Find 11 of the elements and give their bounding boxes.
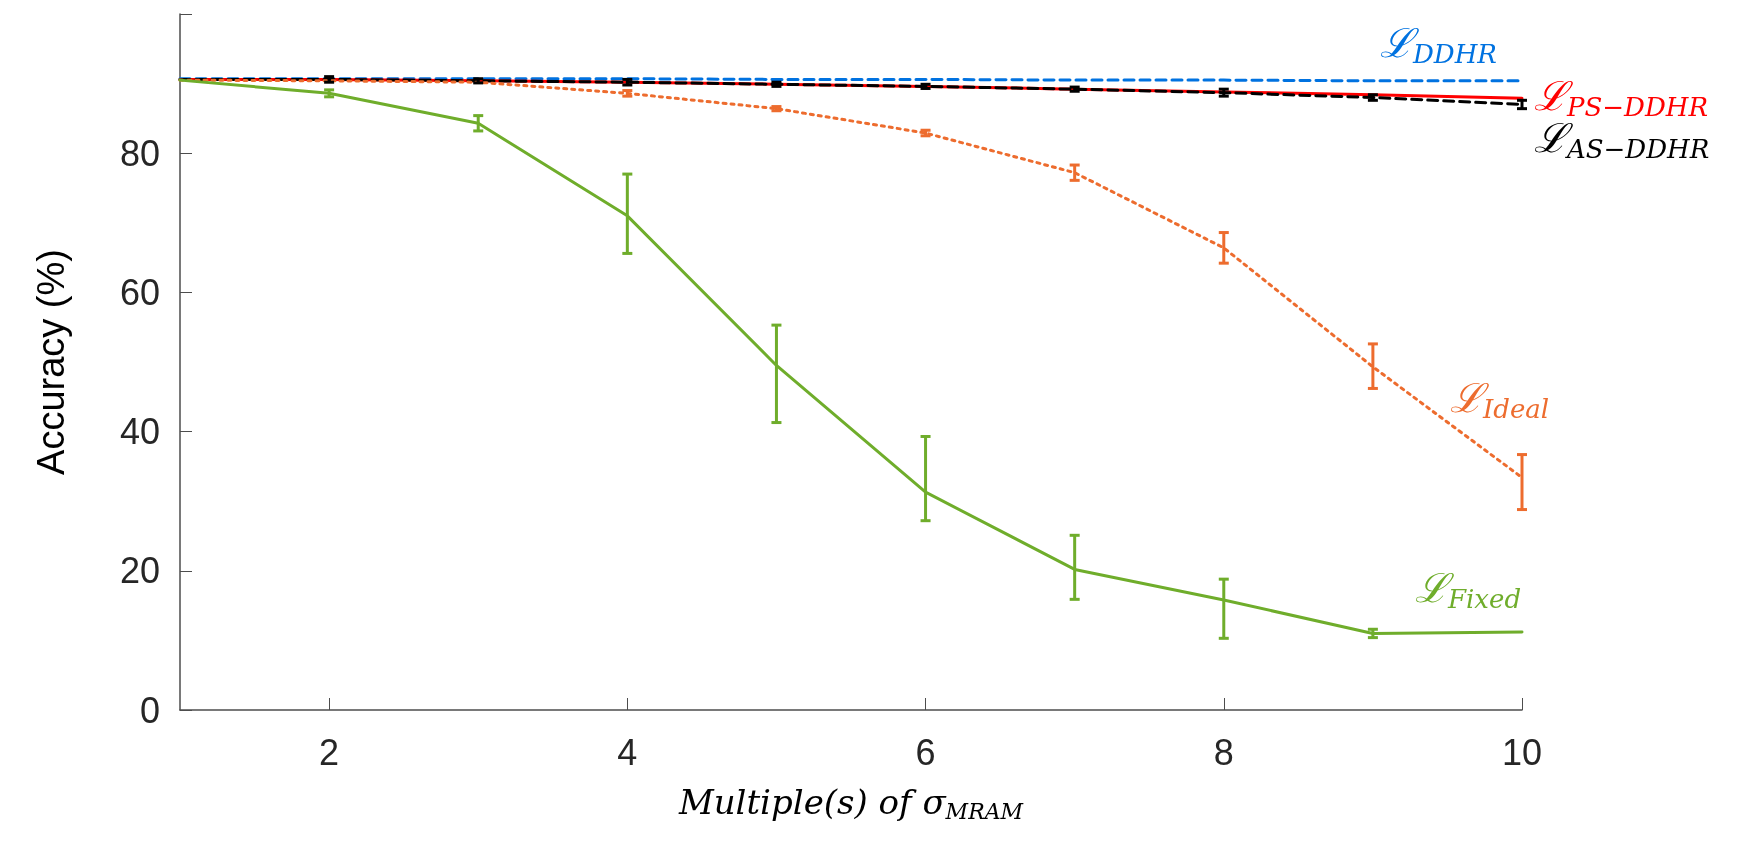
- x-tick-label: 8: [1213, 731, 1234, 773]
- x-tick-label: 2: [319, 731, 340, 773]
- x-tick-label: 6: [915, 731, 936, 773]
- y-tick-label: 40: [119, 411, 160, 453]
- y-tick-label: 0: [139, 689, 160, 731]
- y-tick-label: 20: [119, 550, 160, 592]
- y-tick-label: 80: [119, 132, 160, 174]
- y-tick-label: 60: [119, 271, 160, 313]
- x-tick-label: 4: [617, 731, 638, 773]
- y-axis-title: Accuracy (%): [30, 249, 72, 475]
- x-tick-label: 10: [1501, 731, 1543, 773]
